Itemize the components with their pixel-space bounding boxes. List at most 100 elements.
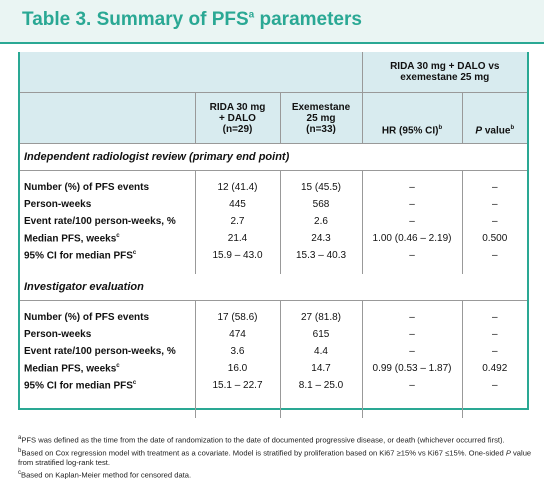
cell: – <box>361 179 463 196</box>
row-label-text: Event rate/100 person-weeks, % <box>24 216 176 227</box>
cell: 27 (81.8) <box>279 309 363 326</box>
cell: 17 (58.6) <box>194 309 280 326</box>
footnote-text: Based on Kaplan-Meier method for censore… <box>21 470 192 480</box>
spacer-row <box>20 170 528 180</box>
spacer-cell <box>361 394 463 418</box>
data-row: Number (%) of PFS events 12 (41.4) 15 (45.… <box>20 179 528 196</box>
spacer-cell <box>20 171 195 180</box>
cell: – <box>461 247 528 264</box>
cell: 615 <box>279 326 363 343</box>
spacer-cell <box>361 264 463 274</box>
cell: 3.6 <box>194 343 280 360</box>
cell: – <box>461 326 528 343</box>
cell: – <box>461 213 528 230</box>
footnote: cBased on Kaplan-Meier method for censor… <box>18 468 533 481</box>
column-header: Exemestane 25 mg (n=33) <box>279 92 363 144</box>
row-label: Person-weeks <box>20 326 195 343</box>
section-title: Investigator evaluation <box>20 274 528 301</box>
cell: – <box>461 196 528 213</box>
row-label: Event rate/100 person-weeks, % <box>20 213 195 230</box>
data-row: Number (%) of PFS events 17 (58.6) 27 (81.… <box>20 309 528 326</box>
spacer-row <box>20 264 528 274</box>
row-label-sup: c <box>132 379 137 386</box>
footnote-italic: P <box>505 448 511 458</box>
cell: – <box>361 326 463 343</box>
section-row: Investigator evaluation <box>20 274 528 301</box>
data-row: Event rate/100 person-weeks, % 2.7 2.6– – <box>20 213 528 230</box>
data-row: 95% CI for median PFSc 15.9 – 43.0 15.3 – … <box>20 247 528 264</box>
row-label-text: 95% CI for median PFS <box>24 250 133 262</box>
spacer-cell <box>361 300 463 309</box>
spacer-cell <box>20 301 195 310</box>
row-label-text: Person-weeks <box>24 199 92 210</box>
row-label-sup: c <box>116 232 120 239</box>
row-label-text: Median PFS, weeks <box>24 363 117 375</box>
footnote-sup: c <box>18 470 21 477</box>
cell: 15 (45.5) <box>279 179 363 196</box>
cell: 445 <box>194 196 280 213</box>
cell: 568 <box>279 196 363 213</box>
data-row: Median PFS, weeksc 21.4 24.3 1.00 (0.46 – 2… <box>20 230 528 247</box>
cell: 4.4 <box>279 343 363 360</box>
footnote-text: value from stratified log-rank test. <box>18 448 532 468</box>
cell: 14.7 <box>279 360 363 377</box>
spacer-cell <box>461 394 528 418</box>
cell: – <box>461 377 528 394</box>
column-header: RIDA 30 mg + DALO (n=29) <box>194 92 280 144</box>
data-row: Person-weeks 474 615– – <box>20 326 528 343</box>
spacer-cell <box>279 170 363 179</box>
cell: – <box>361 309 463 326</box>
row-label-sup: c <box>116 362 120 369</box>
row-label: Number (%) of PFS events <box>20 179 195 196</box>
data-row: Median PFS, weeksc 16.0 14.7 0.99 (0.53 – 1… <box>20 360 528 377</box>
cell: 15.1 – 22.7 <box>194 377 280 394</box>
spacer-cell <box>361 170 463 179</box>
cell: 12 (41.4) <box>194 179 280 196</box>
cell: 21.4 <box>194 230 280 247</box>
row-label-text: Number (%) of PFS events <box>24 312 150 323</box>
data-row: Event rate/100 person-weeks, % 3.6 4.4– – <box>20 343 528 360</box>
cell: 2.7 <box>194 213 280 230</box>
header-cell <box>20 52 363 93</box>
column-header-line: HR (95% CI) <box>381 125 439 136</box>
column-header: HR (95% CI)b <box>361 92 463 144</box>
data-row: Person-weeks 445 568– – <box>20 196 528 213</box>
header-row: RIDA 30 mg + DALO vs exemestane 25 mg <box>20 52 528 93</box>
cell: 16.0 <box>194 360 280 377</box>
column-header-line: (n=33) <box>306 123 336 135</box>
row-label: Median PFS, weeksc <box>20 230 195 247</box>
cell: – <box>361 213 463 230</box>
row-label: Number (%) of PFS events <box>20 309 195 326</box>
column-header-line: 25 mg <box>306 112 336 124</box>
cell: 0.99 (0.53 – 1.87) <box>361 360 463 377</box>
cell: – <box>361 343 463 360</box>
row-label-text: 95% CI for median PFS <box>24 380 133 392</box>
spacer-cell <box>279 264 363 274</box>
footnotes: aPFS was defined as the time from the da… <box>18 433 533 481</box>
title-suffix: parameters <box>254 9 362 30</box>
row-label-text: Median PFS, weeks <box>24 233 117 245</box>
column-header: P valueb <box>461 92 528 144</box>
spacer-cell <box>194 170 280 179</box>
spacer-cell <box>20 394 195 418</box>
cell: 24.3 <box>279 230 363 247</box>
spacer-cell <box>461 264 528 274</box>
data-row: 95% CI for median PFSc 15.1 – 22.7 8.1 – 2… <box>20 377 528 394</box>
footnote-sup: a <box>18 435 22 441</box>
cell: – <box>461 179 528 196</box>
footnote-text: PFS was defined as the time from the dat… <box>21 435 505 445</box>
title-bar: Table 3. Summary of PFSa parameters <box>0 0 544 44</box>
column-header-line: RIDA 30 mg <box>209 101 266 113</box>
row-label-text: Event rate/100 person-weeks, % <box>24 346 176 357</box>
cell: 15.3 – 40.3 <box>279 247 363 264</box>
spacer-cell <box>279 394 363 418</box>
row-label-text: Number (%) of PFS events <box>24 182 150 193</box>
footnote: aPFS was defined as the time from the da… <box>18 433 533 446</box>
row-label: Event rate/100 person-weeks, % <box>20 343 195 360</box>
header-cell <box>20 92 195 144</box>
cell: 2.6 <box>279 213 363 230</box>
cell: – <box>461 343 528 360</box>
cell: 1.00 (0.46 – 2.19) <box>361 230 463 247</box>
cell: – <box>461 309 528 326</box>
